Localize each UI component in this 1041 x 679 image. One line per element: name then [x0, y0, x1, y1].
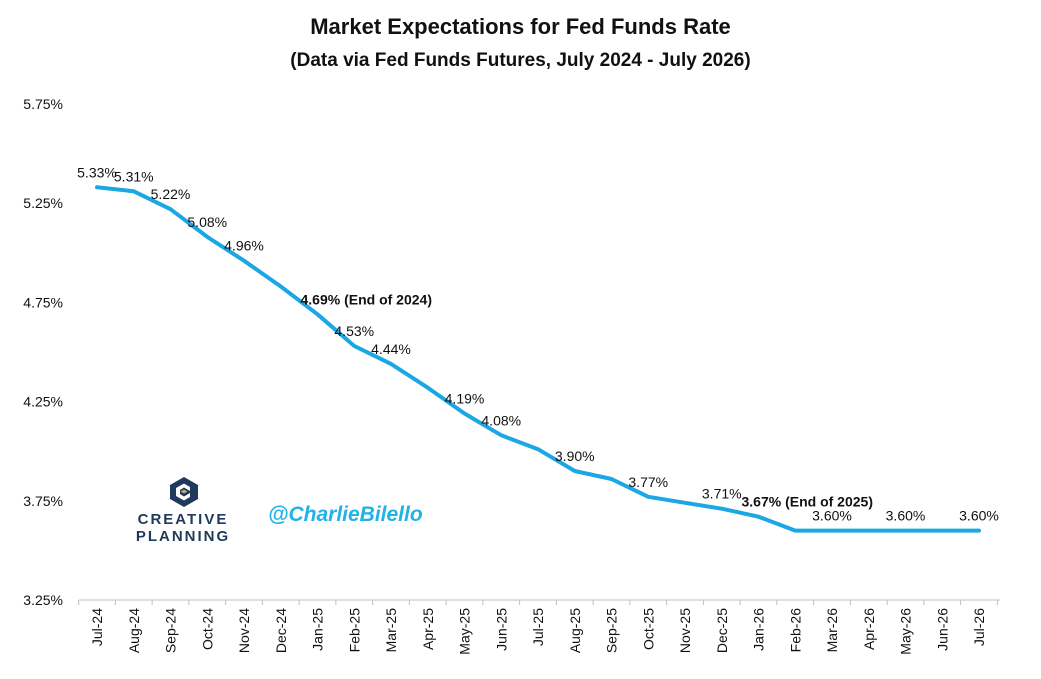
x-tick-label: Sep-24 [163, 608, 179, 653]
x-tick-label: Jul-26 [971, 608, 987, 646]
x-tick-label: May-26 [898, 608, 914, 655]
data-label: 4.53% [334, 323, 374, 339]
data-label: 4.19% [445, 391, 485, 407]
x-tick-label: Feb-26 [787, 608, 803, 653]
x-tick-label: Jul-25 [530, 608, 546, 646]
y-axis-ticks: 5.75% 5.25% 4.75% 4.25% 3.75% 3.25% [23, 96, 63, 608]
x-tick-label: Jul-24 [89, 608, 105, 646]
x-tick-label: May-25 [457, 608, 473, 655]
x-tick-label: Feb-25 [346, 608, 362, 653]
data-label: 3.71% [702, 486, 742, 502]
x-tick-label: Oct-24 [199, 608, 215, 650]
data-labels: 5.33%5.31% 5.22% 5.08% 4.96% 4.69% (End of 2… [77, 164, 999, 523]
x-tick-label: Dec-24 [273, 608, 289, 653]
logo-text-line2: PLANNING [135, 528, 231, 545]
data-label: 5.33% [77, 164, 117, 180]
x-tick-label: Apr-26 [861, 608, 877, 650]
logo-text-line1: CREATIVE [137, 511, 229, 528]
data-label: 3.77% [628, 474, 668, 490]
x-tick-label: Jun-26 [934, 608, 950, 651]
chart-subtitle: (Data via Fed Funds Futures, July 2024 -… [290, 50, 751, 71]
creative-planning-logo-icon [170, 477, 198, 507]
x-axis-tick-labels: Jul-24 Aug-24 Sep-24 Oct-24 Nov-24 Dec-24 Jan-… [89, 608, 987, 655]
x-tick-label: Jun-25 [493, 608, 509, 651]
author-handle: @CharlieBilello [268, 503, 423, 526]
data-label: 3.60% [959, 508, 999, 524]
y-tick-label: 5.75% [23, 96, 63, 112]
x-tick-label: Nov-25 [677, 608, 693, 653]
y-tick-label: 4.25% [23, 394, 63, 410]
data-label: 5.08% [187, 214, 227, 230]
x-tick-label: Mar-25 [383, 608, 399, 653]
data-label: 5.22% [151, 186, 191, 202]
x-tick-label: Mar-26 [824, 608, 840, 653]
data-label: 4.44% [371, 341, 411, 357]
series-line [95, 185, 981, 533]
x-tick-label: Apr-25 [420, 608, 436, 650]
x-tick-label: Jan-26 [751, 608, 767, 651]
data-label: 5.31% [114, 168, 154, 184]
data-label: 4.08% [481, 412, 521, 428]
x-tick-label: Jan-25 [310, 608, 326, 651]
data-label: 4.96% [224, 238, 264, 254]
x-tick-label: Dec-25 [714, 608, 730, 653]
x-tick-label: Nov-24 [236, 608, 252, 653]
x-tick-label: Aug-24 [126, 608, 142, 653]
chart-title: Market Expectations for Fed Funds Rate [310, 14, 731, 39]
data-label: 3.60% [812, 508, 852, 524]
x-tick-label: Oct-25 [640, 608, 656, 650]
data-label: 3.90% [555, 448, 595, 464]
y-tick-label: 5.25% [23, 195, 63, 211]
x-tick-label: Sep-25 [604, 608, 620, 653]
data-label: 3.60% [886, 508, 926, 524]
x-axis-tickmarks [78, 600, 998, 605]
data-label: 4.69% (End of 2024) [301, 291, 433, 307]
x-tick-label: Aug-25 [567, 608, 583, 653]
y-tick-label: 4.75% [23, 294, 63, 310]
y-tick-label: 3.75% [23, 493, 63, 509]
y-tick-label: 3.25% [23, 592, 63, 608]
data-label: 3.67% (End of 2025) [742, 494, 874, 510]
